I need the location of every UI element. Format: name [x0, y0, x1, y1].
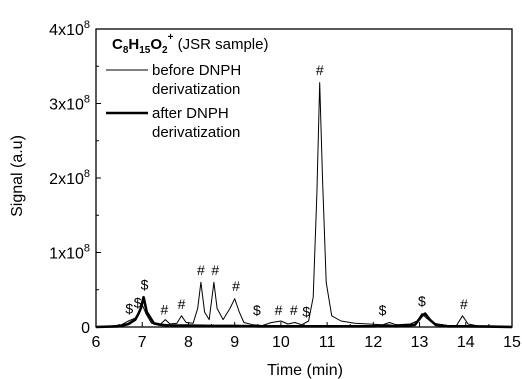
legend-title-part: 15: [139, 45, 151, 56]
peak-marker: #: [211, 262, 219, 278]
x-tick-label: 14: [457, 334, 475, 351]
peak-marker: #: [161, 301, 169, 317]
series-layer: [95, 82, 513, 329]
x-tick-label: 9: [230, 334, 239, 351]
y-tick-mantissa: 3x10: [49, 97, 84, 114]
annotation-layer: $ $$# ## ##$ # # $#$$ #: [125, 62, 468, 319]
legend-title-part: 2: [162, 45, 168, 56]
y-tick-exponent: 8: [84, 243, 90, 255]
peak-marker: #: [275, 302, 283, 318]
peak-marker: $: [125, 301, 133, 317]
y-tick-mantissa: 2x10: [49, 171, 84, 188]
legend-label-before-1: before DNPH: [152, 62, 241, 79]
legend-title: C8H15O2+ (JSR sample): [112, 32, 268, 56]
x-axis-label: Time (min): [267, 362, 343, 379]
series-line-after: [95, 295, 513, 329]
y-tick-mantissa: 4x10: [49, 22, 84, 39]
x-tick-label: 15: [503, 334, 521, 351]
peak-marker: $: [418, 293, 426, 309]
y-tick-exponent: 8: [84, 94, 90, 106]
x-tick-label: 10: [272, 334, 290, 351]
y-axis-label: Signal (a.u): [9, 135, 26, 217]
x-tick-label: 13: [411, 334, 429, 351]
legend-title-part: O: [150, 36, 162, 53]
peak-marker: $: [134, 295, 142, 311]
y-tick-label: 2x108: [49, 168, 90, 188]
legend-title-part: H: [128, 36, 139, 53]
legend-label-after-1: after DNPH: [152, 105, 229, 122]
peak-marker: $: [302, 304, 310, 320]
peak-marker: $: [141, 277, 149, 293]
peak-marker: #: [197, 262, 205, 278]
legend-label-after-2: derivatization: [152, 124, 240, 141]
y-tick-label: 3x108: [49, 94, 90, 114]
peak-marker: #: [316, 62, 324, 78]
y-tick-mantissa: 1x10: [49, 246, 84, 263]
y-tick-label: 1x108: [49, 243, 90, 263]
x-tick-label: 11: [319, 334, 336, 351]
legend-title-note: (JSR sample): [173, 36, 268, 53]
peak-marker: #: [290, 302, 298, 318]
y-tick-exponent: 8: [84, 19, 90, 31]
y-tick-mantissa: 0: [81, 320, 90, 337]
y-tick-label: 0: [81, 320, 90, 337]
legend-title-part: 8: [123, 45, 129, 56]
peak-marker: #: [232, 278, 240, 294]
peak-marker: #: [178, 296, 186, 312]
y-tick-label: 4x108: [49, 19, 90, 39]
legend-title-part: C: [112, 36, 123, 53]
x-tick-label: 8: [184, 334, 193, 351]
x-tick-label: 12: [364, 334, 382, 351]
peak-marker: $: [253, 302, 261, 318]
y-tick-exponent: 8: [84, 168, 90, 180]
x-tick-label: 6: [92, 334, 101, 351]
legend-label-before-2: derivatization: [152, 81, 240, 98]
x-tick-label: 7: [138, 334, 147, 351]
legend-title-part: +: [168, 32, 174, 43]
legend: C8H15O2+ (JSR sample) before DNPH deriva…: [106, 32, 268, 141]
peak-marker: #: [460, 296, 468, 312]
peak-marker: $: [379, 302, 387, 318]
